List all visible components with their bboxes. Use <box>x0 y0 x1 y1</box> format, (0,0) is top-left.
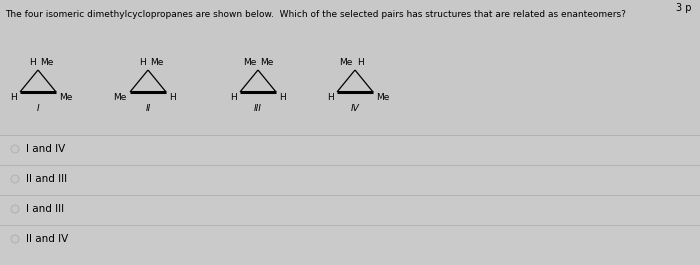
Text: H: H <box>29 58 36 67</box>
Text: H: H <box>139 58 146 67</box>
Bar <box>0 135 700 265</box>
Text: Me: Me <box>113 93 127 102</box>
Text: H: H <box>10 93 17 102</box>
Text: Me: Me <box>340 58 353 67</box>
Text: Me: Me <box>59 93 72 102</box>
Text: H: H <box>230 93 237 102</box>
Text: Me: Me <box>40 58 53 67</box>
Text: The four isomeric dimethylcyclopropanes are shown below.  Which of the selected : The four isomeric dimethylcyclopropanes … <box>5 10 626 19</box>
Text: II and III: II and III <box>26 174 67 184</box>
Text: Me: Me <box>243 58 256 67</box>
Circle shape <box>12 206 18 213</box>
Circle shape <box>12 176 18 182</box>
Text: H: H <box>328 93 334 102</box>
Text: III: III <box>254 104 262 113</box>
Text: II and IV: II and IV <box>26 234 69 244</box>
Text: 3 p: 3 p <box>676 3 692 13</box>
Circle shape <box>12 236 18 242</box>
Text: H: H <box>169 93 176 102</box>
Circle shape <box>12 145 18 152</box>
Text: Me: Me <box>376 93 389 102</box>
Text: H: H <box>357 58 364 67</box>
Text: Me: Me <box>150 58 163 67</box>
Text: I and III: I and III <box>26 204 64 214</box>
Text: IV: IV <box>351 104 359 113</box>
Text: I: I <box>36 104 39 113</box>
Text: Me: Me <box>260 58 274 67</box>
Text: H: H <box>279 93 286 102</box>
Text: II: II <box>146 104 150 113</box>
Text: I and IV: I and IV <box>26 144 65 154</box>
